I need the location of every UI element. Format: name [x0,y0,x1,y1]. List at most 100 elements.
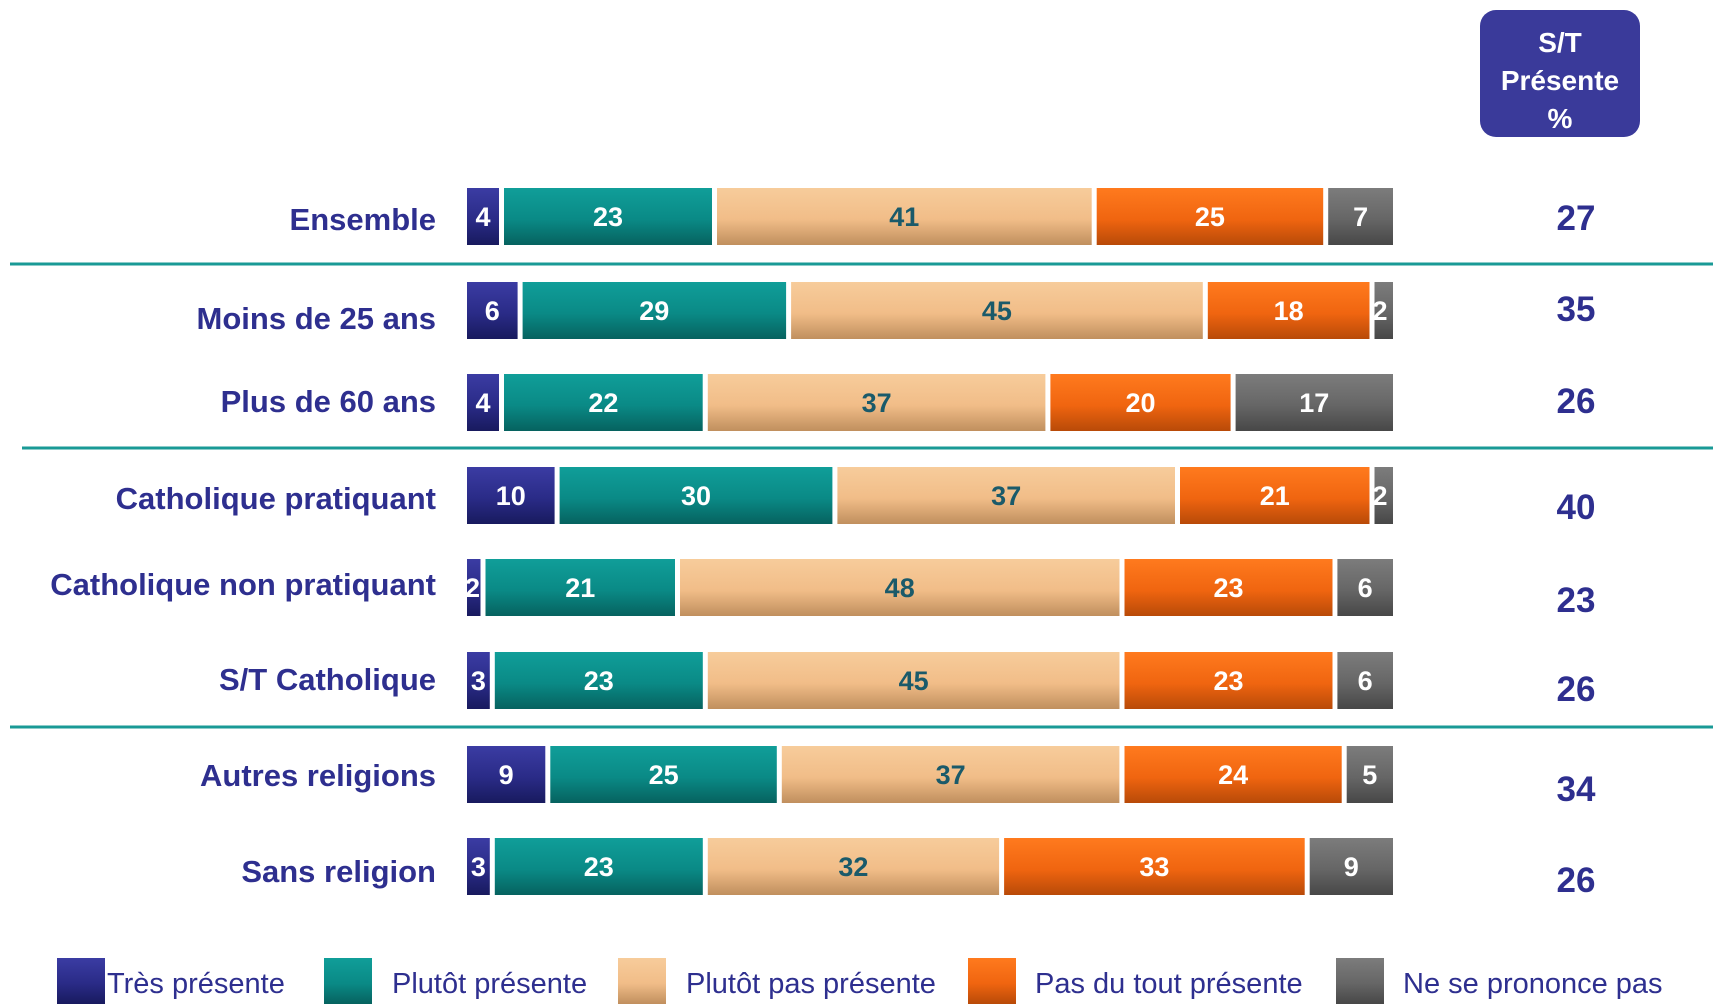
bar-segment-pas-du-tout-presente [1050,374,1231,431]
bar-segment-pas-du-tout-presente [1124,746,1342,803]
legend-swatch [324,958,372,1004]
bar-segment-plutot-pas-presente [781,746,1120,803]
bar-segment-pas-du-tout-presente [1207,282,1370,339]
bar-segment-pas-du-tout-presente [1096,188,1324,245]
bar-value-label: 45 [899,666,929,696]
legend-swatch [968,958,1016,1004]
row-label: Autres religions [200,758,436,793]
bar-segment-ne-se-prononce-pas [1374,467,1393,524]
bar-value-label: 4 [475,388,490,418]
bar-value-label: 23 [1213,666,1243,696]
bar-value-label: 3 [471,666,486,696]
bar-segment-plutot-pas-presente [707,374,1046,431]
legend: Très présente Plutôt présente Plutôt pas p… [57,958,1663,1004]
legend-item-plutot-presente: Plutôt présente [324,958,587,1004]
bar-segment-tres-presente [467,282,518,339]
summary-value: 23 [1557,581,1596,620]
bar-value-label: 29 [639,296,669,326]
bar-value-label: 20 [1125,388,1155,418]
legend-label: Plutôt présente [392,968,587,1000]
bar-segment-plutot-presente [550,746,777,803]
bar-value-label: 37 [991,481,1021,511]
bar-segment-ne-se-prononce-pas [1309,838,1393,895]
legend-label: Plutôt pas présente [686,968,936,1000]
bar-segment-plutot-presente [485,559,675,616]
bar-value-label: 48 [885,573,915,603]
summary-value: 26 [1557,382,1596,421]
legend-swatch [618,958,666,1004]
bar-value-label: 22 [588,388,618,418]
bar-value-label: 4 [475,202,490,232]
legend-item-pas-du-tout-presente: Pas du tout présente [968,958,1303,1004]
bar-value-label: 37 [862,388,892,418]
legend-item-tres-presente: Très présente [57,958,285,1004]
bar-value-label: 10 [496,481,526,511]
bar-segment-pas-du-tout-presente [1004,838,1305,895]
summary-header: S/T Présente % [1480,10,1640,137]
bar-row-ensemble: Ensemble 4 23 41 25 7 27 [290,188,1596,245]
bar-value-label: 18 [1274,296,1304,326]
legend-item-plutot-pas-presente: Plutôt pas présente [618,958,936,1004]
bar-segment-ne-se-prononce-pas [1374,282,1393,339]
summary-value: 35 [1557,290,1596,329]
bar-segment-tres-presente [467,652,490,709]
row-label: Moins de 25 ans [197,301,436,336]
summary-header-line-3: % [1548,103,1573,134]
summary-header-line-1: S/T [1538,27,1582,58]
bar-segment-plutot-pas-presente [707,838,1000,895]
bar-segment-plutot-presente [522,282,787,339]
row-label: Plus de 60 ans [221,384,436,419]
bar-value-label: 6 [1358,666,1373,696]
bar-value-label: 23 [593,202,623,232]
bar-segment-tres-presente [467,559,481,616]
bar-segment-ne-se-prononce-pas [1337,559,1393,616]
legend-label: Ne se prononce pas [1403,968,1663,1000]
legend-item-ne-se-prononce-pas: Ne se prononce pas [1336,958,1663,1004]
bar-row-autres-religions: Autres religions 9 25 37 24 5 34 [200,746,1596,809]
bar-value-label: 23 [584,852,614,882]
legend-swatch [57,958,105,1004]
bar-value-label: 23 [584,666,614,696]
bar-row-moins-de-25-ans: Moins de 25 ans 6 29 45 18 2 35 [197,282,1596,339]
bar-row-s-t-catholique: S/T Catholique 3 23 45 23 6 26 [219,652,1595,709]
bar-value-label: 41 [889,202,919,232]
bar-segment-pas-du-tout-presente [1124,652,1333,709]
summary-value: 40 [1557,488,1596,527]
bar-row-sans-religion: Sans religion 3 23 32 33 9 26 [241,838,1595,900]
bar-segment-tres-presente [467,838,490,895]
bar-value-label: 9 [499,760,514,790]
summary-header-line-2: Présente [1501,65,1619,96]
bar-segment-plutot-presente [494,838,703,895]
bar-value-label: 25 [649,760,679,790]
bar-value-label: 2 [465,573,480,603]
summary-value: 27 [1557,199,1596,238]
bar-segment-tres-presente [467,374,499,431]
bar-segment-tres-presente [467,746,546,803]
bar-segment-plutot-pas-presente [837,467,1175,524]
bar-segment-pas-du-tout-presente [1124,559,1333,616]
summary-value: 26 [1557,861,1596,900]
bar-segment-ne-se-prononce-pas [1328,188,1393,245]
bar-value-label: 37 [936,760,966,790]
bar-segment-ne-se-prononce-pas [1235,374,1393,431]
bar-segment-plutot-presente [504,374,703,431]
bar-value-label: 25 [1195,202,1225,232]
bar-value-label: 23 [1213,573,1243,603]
summary-value: 26 [1557,670,1596,709]
bar-value-label: 17 [1299,388,1329,418]
bar-value-label: 33 [1139,852,1169,882]
bar-segment-ne-se-prononce-pas [1337,652,1393,709]
row-label: Catholique pratiquant [116,481,436,516]
bar-value-label: 3 [471,852,486,882]
bar-segment-plutot-presente [559,467,833,524]
bar-segment-ne-se-prononce-pas [1346,746,1393,803]
bar-segment-plutot-pas-presente [680,559,1120,616]
row-label: Catholique non pratiquant [50,567,436,602]
row-label: Ensemble [290,202,436,237]
bar-segment-plutot-presente [504,188,712,245]
bar-value-label: 24 [1218,760,1248,790]
bar-segment-plutot-pas-presente [717,188,1092,245]
row-separators [10,262,1713,729]
bar-row-catholique-pratiquant: Catholique pratiquant 10 30 37 21 2 40 [116,467,1596,527]
